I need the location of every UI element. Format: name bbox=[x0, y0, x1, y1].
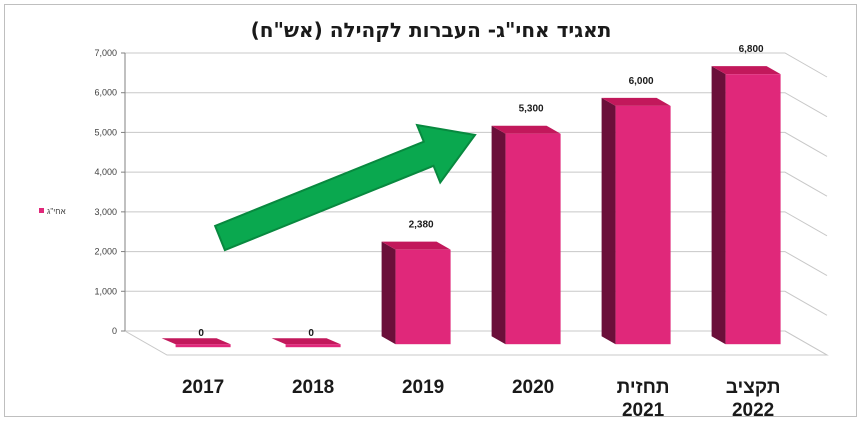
x-tick-line: 2018 bbox=[292, 377, 334, 398]
x-tick-line: 2019 bbox=[402, 377, 444, 398]
bar-top bbox=[381, 241, 451, 250]
bar-front bbox=[175, 344, 231, 348]
x-tick-line: תקציב bbox=[726, 377, 781, 398]
gridline bbox=[125, 52, 828, 78]
gridline bbox=[125, 251, 828, 277]
bar-top bbox=[711, 66, 781, 75]
gridline bbox=[125, 171, 828, 197]
x-axis: 2017 2018 2019 2020 תחזית 2021 תקציב 2022 bbox=[182, 377, 781, 418]
x-tick-label: תקציב 2022 bbox=[726, 377, 781, 418]
y-axis: 0 1,000 2,000 3,000 4,000 5,000 6,000 7,000 bbox=[94, 48, 126, 336]
legend-swatch bbox=[39, 208, 44, 213]
bar-front bbox=[505, 133, 561, 345]
gridline bbox=[125, 131, 828, 157]
x-tick-label: 2017 bbox=[182, 377, 224, 398]
chart-svg: תאגיד אחי"ג- העברות לקהילה (אש"ח) 0 1,000… bbox=[39, 18, 829, 418]
bar bbox=[491, 125, 561, 345]
bar-front bbox=[395, 249, 451, 345]
x-tick-line: 2022 bbox=[732, 400, 774, 418]
x-tick-line: 2020 bbox=[512, 377, 554, 398]
trend-arrow bbox=[213, 123, 477, 252]
chart-title: תאגיד אחי"ג- העברות לקהילה (אש"ח) bbox=[251, 18, 612, 42]
bar-front bbox=[285, 344, 341, 348]
y-tick-label: 2,000 bbox=[94, 247, 117, 257]
bar-side bbox=[711, 66, 726, 345]
data-labels: 0 0 2,380 5,300 6,000 6,800 bbox=[198, 44, 764, 339]
bar-top bbox=[601, 97, 671, 106]
bar bbox=[711, 66, 781, 345]
gridline bbox=[125, 211, 828, 237]
x-tick-label: תחזית 2021 bbox=[617, 377, 670, 418]
x-tick-line: 2017 bbox=[182, 377, 224, 398]
y-tick-label: 4,000 bbox=[94, 167, 117, 177]
y-tick-label: 0 bbox=[112, 326, 117, 336]
bar-front bbox=[615, 105, 671, 345]
gridline bbox=[125, 92, 828, 118]
bar-top bbox=[271, 338, 341, 345]
bar bbox=[381, 241, 451, 345]
data-label: 0 bbox=[198, 328, 204, 339]
x-tick-label: 2020 bbox=[512, 377, 554, 398]
bar-top bbox=[161, 338, 231, 345]
legend: אחי"ג bbox=[39, 207, 66, 216]
y-tick-label: 7,000 bbox=[94, 48, 117, 58]
data-label: 2,380 bbox=[409, 220, 434, 231]
bar-side bbox=[381, 241, 396, 345]
legend-label: אחי"ג bbox=[47, 207, 66, 216]
trend-arrow-shape bbox=[213, 123, 477, 252]
bar-top bbox=[491, 125, 561, 134]
data-label: 6,800 bbox=[739, 44, 764, 55]
data-label: 6,000 bbox=[629, 76, 654, 87]
y-tick-label: 5,000 bbox=[94, 127, 117, 137]
data-label: 5,300 bbox=[519, 104, 544, 115]
bar bbox=[601, 97, 671, 345]
x-tick-label: 2018 bbox=[292, 377, 334, 398]
chart-frame: תאגיד אחי"ג- העברות לקהילה (אש"ח) 0 1,000… bbox=[4, 4, 857, 418]
y-tick-label: 6,000 bbox=[94, 88, 117, 98]
bar bbox=[271, 338, 341, 348]
gridlines bbox=[123, 52, 829, 356]
gridline bbox=[125, 290, 828, 316]
bar-side bbox=[601, 97, 616, 345]
chart-floor bbox=[123, 330, 829, 356]
y-tick-label: 3,000 bbox=[94, 207, 117, 217]
y-tick-label: 1,000 bbox=[94, 286, 117, 296]
bar bbox=[161, 338, 231, 348]
bars bbox=[161, 66, 781, 348]
x-tick-line: 2021 bbox=[622, 400, 665, 418]
x-tick-line: תחזית bbox=[617, 377, 670, 398]
bar-front bbox=[725, 74, 781, 345]
bar-side bbox=[491, 125, 506, 345]
x-tick-label: 2019 bbox=[402, 377, 444, 398]
data-label: 0 bbox=[308, 328, 314, 339]
legend-item: אחי"ג bbox=[39, 207, 66, 216]
